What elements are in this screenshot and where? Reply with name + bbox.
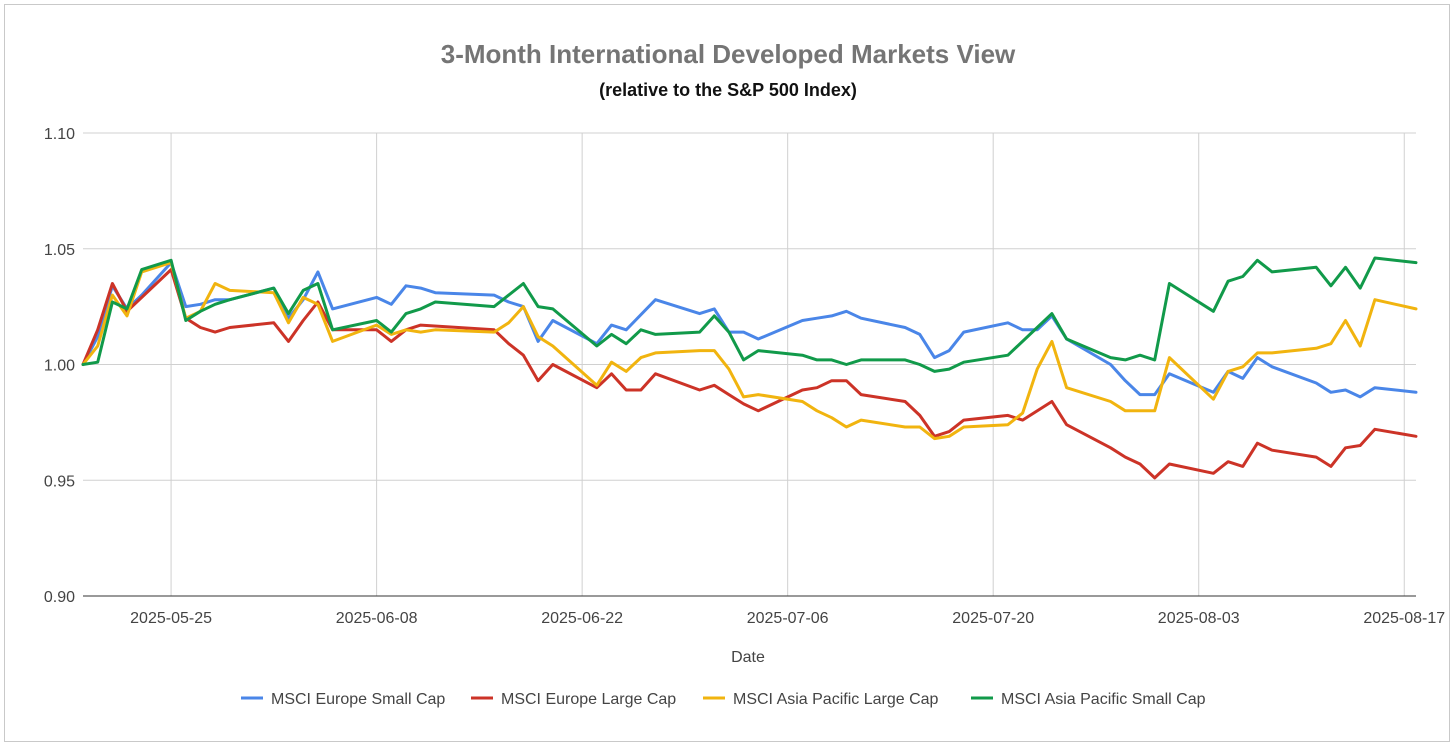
line-chart: 3-Month International Developed Markets … — [44, 39, 1445, 708]
y-tick-label: 1.00 — [44, 358, 75, 375]
legend-label: MSCI Europe Small Cap — [271, 691, 445, 708]
chart-subtitle: (relative to the S&P 500 Index) — [599, 80, 857, 100]
x-axis-label: Date — [731, 649, 765, 666]
x-tick-label: 2025-07-20 — [952, 610, 1034, 627]
series-line-msci-asia-pacific-small-cap — [81, 256, 1418, 373]
legend-label: MSCI Asia Pacific Large Cap — [733, 691, 939, 708]
x-tick-label: 2025-06-08 — [336, 610, 418, 627]
grid-lines — [83, 132, 1416, 597]
x-tick-label: 2025-05-25 — [130, 610, 212, 627]
series-line-msci-europe-small-cap — [81, 261, 1418, 399]
x-tick-label: 2025-06-22 — [541, 610, 623, 627]
y-tick-label: 0.90 — [44, 589, 75, 606]
y-axis: 0.90 0.95 1.00 1.05 1.10 — [44, 126, 75, 606]
chart-title: 3-Month International Developed Markets … — [441, 39, 1016, 69]
legend: MSCI Europe Small Cap MSCI Europe Large C… — [241, 691, 1206, 708]
x-tick-label: 2025-08-17 — [1363, 610, 1445, 627]
x-tick-label: 2025-07-06 — [747, 610, 829, 627]
series-line-msci-europe-large-cap — [81, 268, 1418, 480]
y-tick-label: 1.10 — [44, 126, 75, 143]
x-axis: 2025-05-25 2025-06-08 2025-06-22 2025-07-06… — [130, 610, 1445, 627]
series-line-msci-asia-pacific-large-cap — [81, 261, 1418, 441]
legend-label: MSCI Europe Large Cap — [501, 691, 676, 708]
series-lines — [81, 256, 1418, 480]
x-tick-label: 2025-08-03 — [1158, 610, 1240, 627]
y-tick-label: 1.05 — [44, 242, 75, 259]
y-tick-label: 0.95 — [44, 473, 75, 490]
legend-label: MSCI Asia Pacific Small Cap — [1001, 691, 1206, 708]
chart-frame: 3-Month International Developed Markets … — [4, 4, 1450, 742]
